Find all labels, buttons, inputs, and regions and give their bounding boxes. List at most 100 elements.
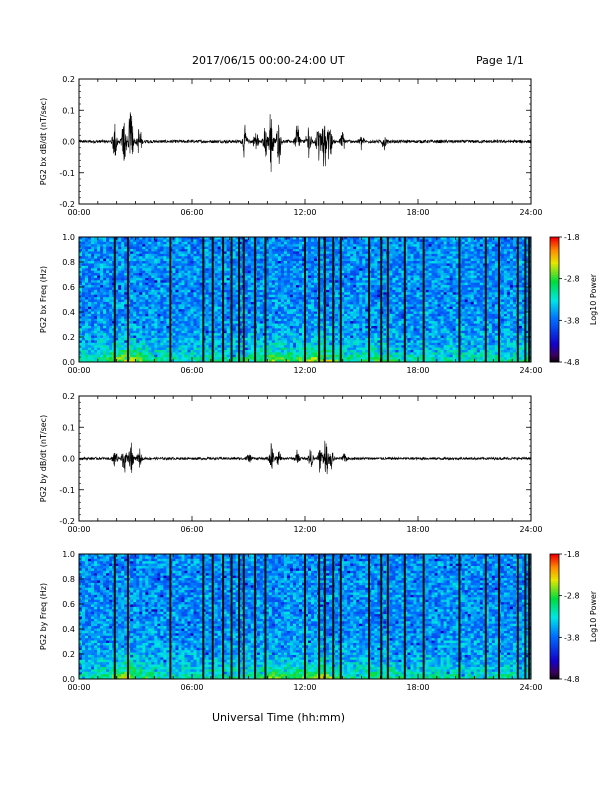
spectrogram-cell (145, 311, 149, 315)
spectrogram-cell (223, 239, 228, 243)
spectrogram-cell (226, 241, 231, 245)
spectrogram-cell (103, 345, 107, 348)
spectrogram-cell (256, 292, 261, 296)
spectrogram-cell (223, 299, 228, 303)
spectrogram-cell (148, 318, 152, 322)
spectrogram-cell (265, 306, 270, 310)
spectrogram-cell (329, 275, 333, 279)
spectrogram-cell (259, 249, 264, 252)
spectrogram-cell (139, 256, 143, 260)
spectrogram-cell (97, 306, 101, 310)
spectrogram-cell (320, 330, 324, 334)
spectrogram-cell (151, 306, 155, 310)
spectrogram-cell (205, 335, 209, 339)
spectrogram-cell (115, 263, 119, 267)
spectrogram-cell (85, 277, 89, 281)
spectrogram-cell (136, 347, 140, 351)
spectrogram-cell (103, 249, 107, 252)
spectrogram-cell (301, 280, 306, 284)
spectrogram-cell (154, 340, 158, 344)
spectrogram-cell (184, 244, 188, 248)
spectrogram-cell (190, 282, 194, 286)
spectrogram-cell (347, 309, 351, 312)
spectrogram-cell (289, 237, 294, 240)
spectrogram-cell (82, 328, 86, 332)
spectrogram-cell (154, 342, 158, 346)
spectrogram-cell (298, 253, 303, 257)
spectrogram-cell (344, 340, 348, 344)
spectrogram-cell (320, 253, 324, 257)
spectrogram-cell (79, 253, 83, 257)
spectrogram-cell (187, 359, 191, 363)
spectrogram-cell (100, 359, 104, 363)
spectrogram-cell (335, 241, 339, 245)
spectrogram-cell (109, 246, 113, 250)
spectrogram-cell (347, 357, 351, 360)
spectrogram-cell (187, 270, 191, 274)
spectrogram-cell (256, 352, 261, 356)
spectrogram-cell (259, 352, 264, 356)
spectrogram-cell (217, 313, 222, 317)
spectrogram-cell (136, 357, 140, 360)
spectrogram-cell (274, 282, 279, 286)
spectrogram-cell (79, 285, 83, 288)
spectrogram-cell (277, 289, 282, 293)
spectrogram-cell (274, 287, 279, 291)
spectrogram-cell (175, 265, 179, 269)
spectrogram-cell (82, 297, 86, 300)
spectrogram-cell (250, 280, 255, 284)
spectrogram-cell (130, 301, 134, 305)
spectrogram-cell (139, 268, 143, 272)
spectrogram-cell (214, 349, 219, 353)
spectrogram-cell (109, 345, 113, 348)
spectrogram-cell (166, 292, 170, 296)
spectrogram-cell (301, 246, 306, 250)
spectrogram-cell (166, 323, 170, 327)
spectrogram-cell (130, 265, 134, 269)
spectrogram-cell (157, 359, 161, 363)
spectrogram-cell (160, 246, 164, 250)
spectrogram-cell (259, 282, 264, 286)
spectrogram-cell (178, 325, 182, 329)
spectrogram-cell (247, 325, 252, 329)
spectrogram-cell (88, 357, 92, 360)
spectrogram-cell (208, 241, 212, 245)
spectrogram-cell (208, 311, 212, 315)
spectrogram-cell (353, 318, 357, 322)
spectrogram-cell (311, 261, 315, 264)
spectrogram-cell (142, 337, 146, 341)
spectrogram-cell (268, 253, 273, 257)
spectrogram-cell (268, 337, 273, 341)
spectrogram-cell (235, 359, 240, 363)
spectrogram-cell (359, 318, 363, 322)
spectrogram-cell (88, 335, 92, 339)
spectrogram-cell (308, 337, 312, 341)
spectrogram-cell (292, 321, 297, 324)
spectrogram-cell (199, 357, 203, 360)
spectrogram-cell (82, 244, 86, 248)
spectrogram-cell (139, 349, 143, 353)
spectrogram-cell (178, 289, 182, 293)
spectrogram-cell (214, 347, 219, 351)
spectrogram-cell (136, 244, 140, 248)
spectrogram-cell (166, 241, 170, 245)
spectrogram-cell (326, 349, 330, 353)
spectrogram-cell (109, 321, 113, 324)
spectrogram-cell (124, 294, 128, 298)
spectrogram-cell (199, 323, 203, 327)
spectrogram-cell (115, 273, 119, 276)
spectrogram-cell (353, 342, 357, 346)
spectrogram-cell (308, 246, 312, 250)
spectrogram-cell (301, 294, 306, 298)
spectrogram-cell (283, 244, 288, 248)
spectrogram-cell (109, 354, 113, 358)
spectrogram-cell (145, 354, 149, 358)
spectrogram-cell (148, 277, 152, 281)
spectrogram-cell (196, 333, 200, 336)
spectrogram-cell (208, 287, 212, 291)
spectrogram-cell (85, 340, 89, 344)
spectrogram-cell (88, 321, 92, 324)
spectrogram-cell (350, 359, 354, 363)
spectrogram-cell (341, 282, 345, 286)
spectrogram-cell (359, 299, 363, 303)
